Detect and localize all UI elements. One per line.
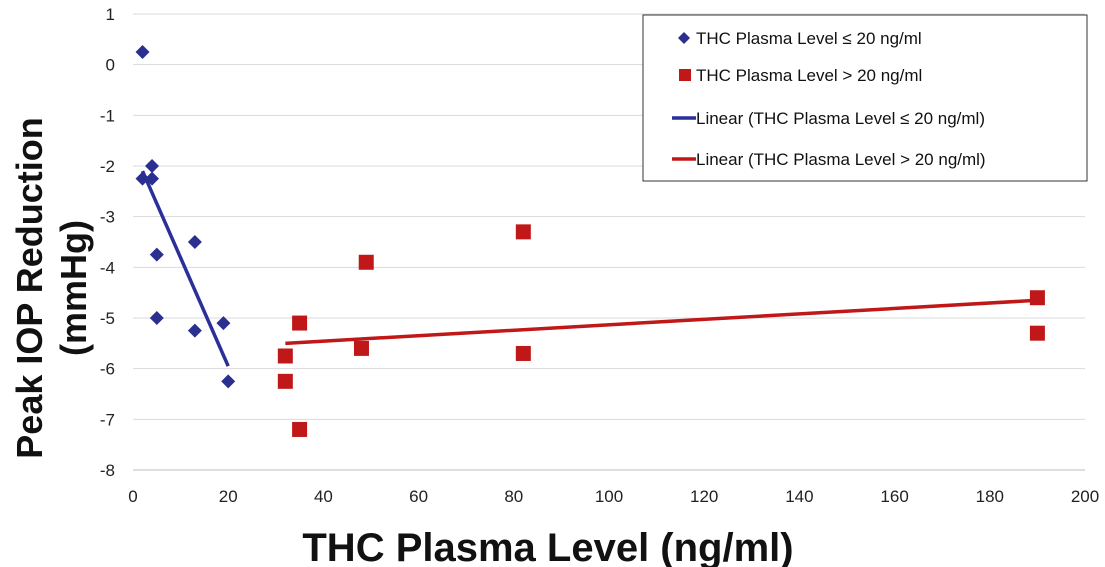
data-point-diamond bbox=[149, 311, 164, 325]
data-point-diamond bbox=[145, 171, 160, 186]
x-tick-label: 160 bbox=[880, 487, 908, 506]
data-point-square bbox=[1029, 325, 1045, 341]
x-axis-title: THC Plasma Level (ng/ml) bbox=[302, 526, 793, 567]
data-point-square bbox=[353, 340, 369, 356]
trend-line bbox=[285, 298, 1038, 346]
y-axis-ticks: 1 0 -1 -2 -3 -4 -5 -6 -7 -8 bbox=[100, 5, 115, 480]
data-point-square bbox=[292, 421, 308, 437]
y-tick-label: 0 bbox=[106, 56, 115, 75]
legend-label-linear-high: Linear (THC Plasma Level > 20 ng/ml) bbox=[696, 150, 986, 169]
x-tick-label: 80 bbox=[504, 487, 523, 506]
x-tick-label: 120 bbox=[690, 487, 718, 506]
trend-line bbox=[140, 170, 230, 367]
data-point-diamond bbox=[135, 171, 150, 186]
x-tick-label: 60 bbox=[409, 487, 428, 506]
legend-entry-high: THC Plasma Level > 20 ng/ml bbox=[679, 66, 922, 85]
data-point-diamond bbox=[187, 235, 202, 249]
legend-box bbox=[642, 14, 1088, 182]
y-tick-label: 1 bbox=[106, 5, 115, 24]
gridlines bbox=[133, 13, 1085, 420]
y-tick-label: -2 bbox=[100, 157, 115, 176]
data-point-diamond bbox=[216, 316, 231, 331]
y-tick-label: -5 bbox=[100, 309, 115, 328]
legend-entry-low: THC Plasma Level ≤ 20 ng/ml bbox=[678, 29, 922, 48]
y-tick-label: -6 bbox=[100, 360, 115, 379]
y-tick-label: -7 bbox=[100, 410, 115, 429]
legend-diamond-marker bbox=[678, 32, 690, 44]
y-axis-title-line-2: (mmHg) bbox=[53, 220, 94, 356]
x-tick-label: 40 bbox=[314, 487, 333, 506]
legend-square-marker bbox=[679, 69, 691, 81]
data-point-square bbox=[515, 345, 531, 361]
legend-label-linear-low: Linear (THC Plasma Level ≤ 20 ng/ml) bbox=[696, 109, 985, 128]
data-point-diamond bbox=[135, 45, 150, 59]
legend-label-high: THC Plasma Level > 20 ng/ml bbox=[696, 66, 922, 85]
legend-entry-linear-high: Linear (THC Plasma Level > 20 ng/ml) bbox=[672, 150, 986, 169]
data-point-diamond bbox=[145, 159, 160, 173]
data-point-diamond bbox=[149, 247, 164, 262]
y-axis-title-line-1: Peak IOP Reduction bbox=[9, 117, 50, 458]
x-tick-label: 180 bbox=[976, 487, 1004, 506]
data-point-square bbox=[277, 348, 293, 364]
data-points bbox=[135, 45, 1045, 437]
data-point-square bbox=[277, 373, 293, 389]
y-tick-label: -1 bbox=[100, 106, 115, 125]
data-point-square bbox=[515, 224, 531, 240]
x-tick-label: 200 bbox=[1071, 487, 1099, 506]
x-tick-label: 100 bbox=[595, 487, 623, 506]
data-point-square bbox=[358, 254, 374, 270]
data-point-diamond bbox=[187, 323, 202, 338]
x-axis-ticks: 0 20 40 60 80 100 120 140 160 180 200 bbox=[128, 487, 1099, 506]
data-point-diamond bbox=[221, 374, 236, 389]
x-tick-label: 20 bbox=[219, 487, 238, 506]
data-point-square bbox=[292, 315, 308, 331]
y-tick-label: -3 bbox=[100, 208, 115, 227]
y-tick-label: -8 bbox=[100, 461, 115, 480]
x-tick-label: 140 bbox=[785, 487, 813, 506]
legend: THC Plasma Level ≤ 20 ng/ml THC Plasma L… bbox=[642, 14, 1088, 182]
trend-lines bbox=[140, 170, 1038, 367]
x-tick-label: 0 bbox=[128, 487, 137, 506]
data-point-square bbox=[1029, 290, 1045, 306]
legend-entry-linear-low: Linear (THC Plasma Level ≤ 20 ng/ml) bbox=[672, 109, 985, 128]
y-tick-label: -4 bbox=[100, 258, 115, 277]
legend-label-low: THC Plasma Level ≤ 20 ng/ml bbox=[696, 29, 922, 48]
